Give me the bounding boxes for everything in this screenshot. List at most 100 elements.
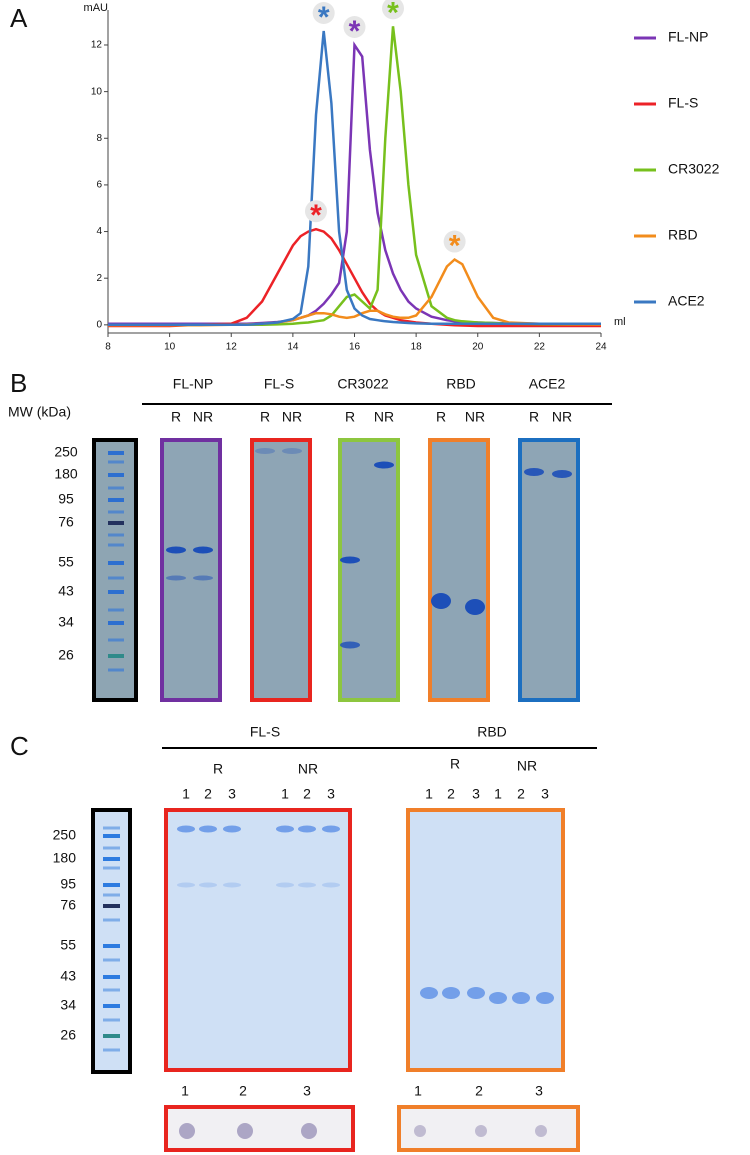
ladder-band xyxy=(103,826,120,830)
ladder-label: 95 xyxy=(58,491,74,507)
ladder-band xyxy=(103,846,120,850)
band xyxy=(322,825,340,833)
band xyxy=(193,575,213,581)
peak-marker: * xyxy=(387,0,399,29)
ladder-band xyxy=(108,521,124,525)
gel xyxy=(250,438,312,702)
band xyxy=(420,987,438,999)
peak-marker: * xyxy=(318,1,330,34)
x-tick-label: 22 xyxy=(534,342,546,353)
group-label: FL-S xyxy=(264,376,294,392)
ladder-band xyxy=(108,533,124,537)
y-tick-label: 0 xyxy=(96,319,102,330)
group-label: CR3022 xyxy=(337,376,389,392)
ladder-band xyxy=(108,543,124,547)
peak-marker: * xyxy=(449,229,461,262)
gel xyxy=(164,808,352,1072)
ladder-band xyxy=(103,944,120,948)
ladder-band xyxy=(108,510,124,514)
panel-label: A xyxy=(10,3,28,33)
condition-label: NR xyxy=(517,758,537,774)
blot-label: 3 xyxy=(303,1083,311,1099)
blot-dot xyxy=(535,1125,547,1137)
band xyxy=(322,882,340,888)
ladder-band xyxy=(103,834,120,838)
lane-label: 3 xyxy=(472,786,480,802)
ladder-label: 43 xyxy=(60,968,76,984)
x-tick-label: 12 xyxy=(226,342,238,353)
series-line xyxy=(108,30,601,327)
ladder-band xyxy=(103,918,120,922)
group-label: ACE2 xyxy=(529,376,566,392)
legend-label: RBD xyxy=(668,227,698,243)
x-tick-label: 24 xyxy=(595,342,607,353)
band xyxy=(166,575,186,581)
series-line xyxy=(108,257,602,327)
lane-label: R xyxy=(171,409,181,425)
ladder-band xyxy=(103,1018,120,1022)
lane-label: R xyxy=(345,409,355,425)
lane-label: R xyxy=(436,409,446,425)
ladder-band xyxy=(103,857,120,861)
ladder-label: 34 xyxy=(60,997,76,1013)
ladder-gel xyxy=(92,438,138,702)
ladder-band xyxy=(108,621,124,625)
band xyxy=(536,992,554,1004)
band xyxy=(177,825,195,833)
band xyxy=(223,825,241,833)
gel xyxy=(406,808,565,1072)
blot-dot xyxy=(179,1123,195,1139)
group-label: FL-NP xyxy=(173,376,213,392)
band xyxy=(524,468,544,476)
panel-label: B xyxy=(10,368,27,398)
x-tick-label: 18 xyxy=(411,342,423,353)
ladder-band xyxy=(108,608,124,612)
band xyxy=(255,448,275,454)
lane-label: 1 xyxy=(425,786,433,802)
x-tick-label: 10 xyxy=(164,342,176,353)
ladder-band xyxy=(108,486,124,490)
blot-label: 3 xyxy=(535,1083,543,1099)
band xyxy=(340,556,360,564)
group-label: FL-S xyxy=(250,724,280,740)
ladder-label: 43 xyxy=(58,583,74,599)
lane-label: R xyxy=(260,409,270,425)
blot-label: 2 xyxy=(475,1083,483,1099)
band xyxy=(276,825,294,833)
ladder-band xyxy=(108,576,124,580)
ladder-band xyxy=(103,1048,120,1052)
band xyxy=(177,882,195,888)
peak-marker-bg xyxy=(312,1,335,24)
panel-label: C xyxy=(10,731,29,761)
band xyxy=(340,641,360,649)
lane-label: 3 xyxy=(541,786,549,802)
series-line xyxy=(108,227,601,328)
ladder-band xyxy=(103,1004,120,1008)
legend-label: ACE2 xyxy=(668,293,705,309)
lane-label: NR xyxy=(374,409,394,425)
band xyxy=(282,448,302,454)
legend-label: CR3022 xyxy=(668,161,720,177)
x-axis-label: ml xyxy=(614,316,626,328)
blot-label: 1 xyxy=(181,1083,189,1099)
condition-label: R xyxy=(213,761,223,777)
ladder-label: 250 xyxy=(54,444,78,460)
group-label: RBD xyxy=(477,724,507,740)
ladder-band xyxy=(108,590,124,594)
ladder-band xyxy=(103,904,120,908)
ladder-label: 34 xyxy=(58,614,74,630)
band xyxy=(298,825,316,833)
band xyxy=(298,882,316,888)
x-tick-label: 14 xyxy=(287,342,299,353)
legend-label: FL-NP xyxy=(668,29,708,45)
x-tick-label: 20 xyxy=(472,342,484,353)
peak-marker-bg xyxy=(304,200,327,223)
band xyxy=(199,825,217,833)
lane-label: 1 xyxy=(182,786,190,802)
band xyxy=(512,992,530,1004)
y-axis-label: mAU xyxy=(84,2,109,14)
ladder-band xyxy=(108,654,124,658)
ladder-band xyxy=(108,561,124,565)
ladder-band xyxy=(103,1034,120,1038)
lane-label: NR xyxy=(193,409,213,425)
